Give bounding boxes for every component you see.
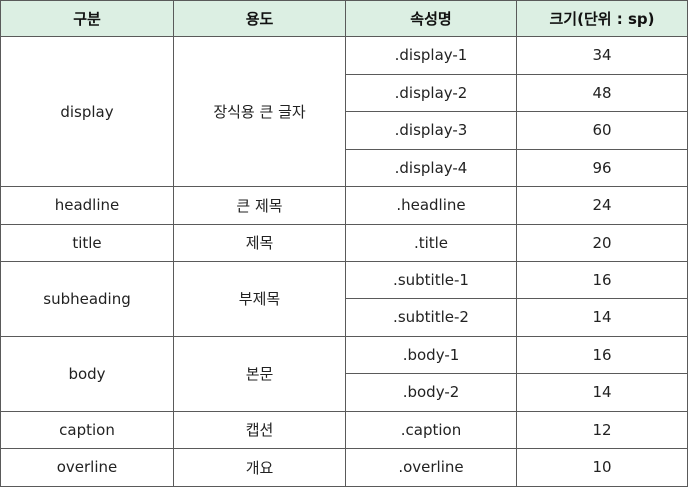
table-row: .display-4 96 — [1, 148, 688, 187]
table-row: headline 큰 제목 .headline 24 — [0, 186, 688, 225]
attribute-cell: .display-1 — [345, 36, 517, 75]
category-cell: subheading — [0, 260, 174, 337]
attribute-cell: .caption — [345, 410, 517, 449]
attribute-cell: .title — [345, 223, 517, 262]
table-row: overline 개요 .overline 10 — [0, 448, 688, 487]
size-cell: 24 — [516, 186, 688, 225]
usage-cell: 본문 — [173, 335, 346, 412]
header-size: 크기(단위 : sp) — [516, 0, 688, 37]
header-usage: 용도 — [173, 0, 346, 37]
category-cell: overline — [0, 448, 174, 487]
table-row: subheading 부제목 .subtitle-1 16 — [0, 260, 688, 337]
size-cell: 14 — [516, 373, 688, 412]
table-row: .display-3 60 — [1, 111, 688, 150]
usage-cell: 개요 — [173, 448, 346, 487]
table-row: caption 캡션 .caption 12 — [0, 410, 688, 449]
size-cell: 60 — [516, 111, 688, 150]
attribute-cell: .overline — [345, 448, 517, 487]
attribute-cell: .display-3 — [345, 111, 517, 150]
category-cell: caption — [0, 410, 174, 449]
attribute-cell: .subtitle-2 — [345, 298, 517, 337]
size-cell: 96 — [516, 148, 688, 187]
size-cell: 12 — [516, 410, 688, 449]
table-row: .subtitle-2 14 — [1, 298, 688, 337]
table-row: .display-2 48 — [1, 73, 688, 112]
attribute-cell: .subtitle-1 — [345, 260, 517, 299]
usage-cell: 캡션 — [173, 410, 346, 449]
table-row: title 제목 .title 20 — [0, 223, 688, 262]
category-cell: body — [0, 335, 174, 412]
usage-cell: 부제목 — [173, 260, 346, 337]
attribute-cell: .body-1 — [345, 335, 517, 374]
category-cell: title — [0, 223, 174, 262]
header-attribute: 속성명 — [345, 0, 517, 37]
size-cell: 34 — [516, 36, 688, 75]
header-category: 구분 — [0, 0, 174, 37]
size-cell: 20 — [516, 223, 688, 262]
usage-cell: 장식용 큰 글자 — [173, 36, 346, 187]
attribute-cell: .headline — [345, 186, 517, 225]
table-row: display 장식용 큰 글자 .display-1 34 — [0, 36, 688, 187]
category-cell: display — [0, 36, 174, 187]
usage-cell: 제목 — [173, 223, 346, 262]
attribute-cell: .display-4 — [345, 148, 517, 187]
size-cell: 48 — [516, 73, 688, 112]
attribute-cell: .display-2 — [345, 73, 517, 112]
usage-cell: 큰 제목 — [173, 186, 346, 225]
size-cell: 16 — [516, 335, 688, 374]
size-cell: 10 — [516, 448, 688, 487]
table-row: .body-2 14 — [1, 373, 688, 412]
header-row: 구분 용도 속성명 크기(단위 : sp) — [0, 0, 688, 37]
size-cell: 14 — [516, 298, 688, 337]
attribute-cell: .body-2 — [345, 373, 517, 412]
table-row: body 본문 .body-1 16 — [0, 335, 688, 412]
size-cell: 16 — [516, 260, 688, 299]
category-cell: headline — [0, 186, 174, 225]
